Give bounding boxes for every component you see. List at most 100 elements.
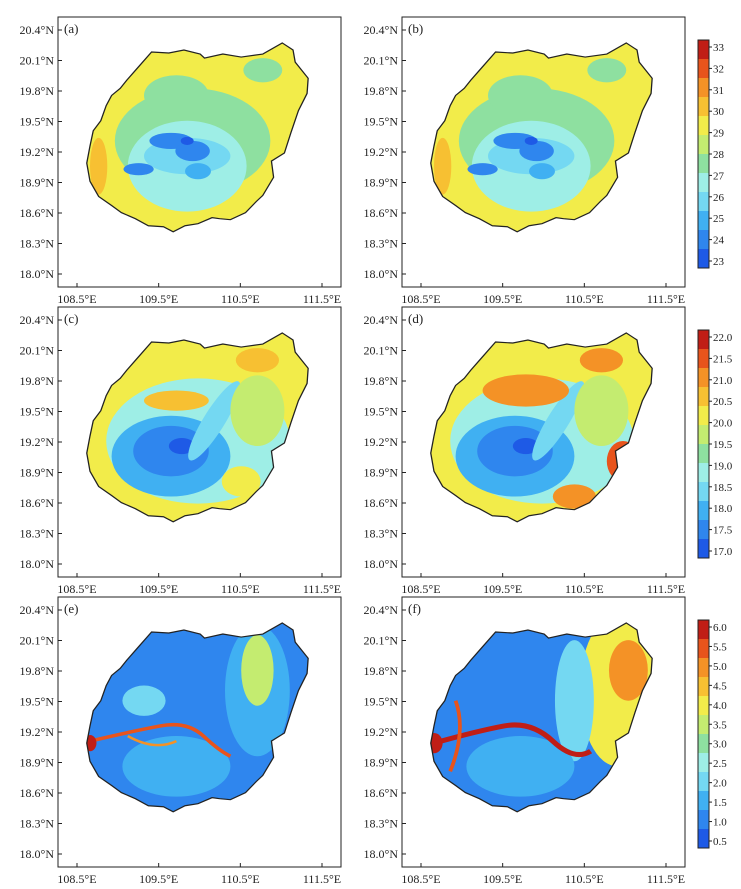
x-tick-label: 111.5°E	[303, 292, 341, 306]
y-tick-label: 18.6°N	[20, 786, 55, 800]
y-tick-label: 20.4°N	[20, 23, 55, 37]
panel-b-label: (b)	[408, 21, 423, 36]
x-tick-label: 110.5°E	[221, 872, 260, 886]
x-tick-label: 110.5°E	[221, 582, 260, 596]
colorbar-swatch	[698, 539, 709, 559]
colorbar-swatch	[698, 444, 709, 464]
colorbar-tick-label: 2.0	[713, 778, 727, 790]
y-tick-label: 19.8°N	[364, 84, 399, 98]
y-tick-label: 19.2°N	[364, 725, 399, 739]
colorbar-swatch	[698, 463, 709, 483]
x-tick-label: 108.5°E	[57, 872, 96, 886]
y-tick-label: 18.3°N	[20, 237, 55, 251]
y-tick-label: 18.6°N	[364, 786, 399, 800]
y-tick-label: 19.5°N	[364, 115, 399, 129]
axes: 108.5°E 109.5°E 110.5°E 111.5°E 20.4°N 20.1°N…	[20, 23, 686, 886]
colorbar-tick-label: 19.5	[713, 439, 733, 451]
colorbar-swatch	[698, 59, 709, 79]
colorbar-swatch	[698, 734, 709, 754]
y-tick-label: 19.2°N	[364, 145, 399, 159]
y-tick-label: 20.1°N	[20, 634, 55, 648]
colorbar-swatch	[698, 330, 709, 350]
y-tick-label: 18.3°N	[20, 527, 55, 541]
x-tick-label: 109.5°E	[139, 582, 178, 596]
y-tick-label: 18.6°N	[20, 206, 55, 220]
x-tick-label: 110.5°E	[221, 292, 260, 306]
y-tick-label: 20.1°N	[364, 54, 399, 68]
colorbar-swatch	[698, 192, 709, 212]
x-tick-label: 108.5°E	[57, 582, 96, 596]
colorbar-swatch	[698, 154, 709, 174]
colorbar-swatch	[698, 810, 709, 830]
panel-a-label: (a)	[64, 21, 78, 36]
colorbar-swatch	[698, 482, 709, 502]
y-tick-label: 18.0°N	[364, 557, 399, 571]
colorbar-swatch	[698, 40, 709, 60]
x-tick-label: 109.5°E	[483, 582, 522, 596]
y-tick-label: 18.3°N	[364, 237, 399, 251]
y-tick-label: 18.0°N	[364, 847, 399, 861]
colorbar-swatch	[698, 249, 709, 269]
y-tick-label: 18.0°N	[20, 267, 55, 281]
colorbar-tick-label: 25	[713, 213, 725, 225]
panel-e: (e)	[58, 597, 341, 868]
colorbar-swatch	[698, 639, 709, 659]
y-tick-label: 19.5°N	[20, 405, 55, 419]
colorbar-swatch	[698, 677, 709, 697]
colorbar-tick-label: 27	[713, 170, 725, 182]
y-tick-label: 19.5°N	[364, 405, 399, 419]
colorbar-tick-label: 20.0	[713, 418, 733, 430]
x-tick-label: 110.5°E	[565, 582, 604, 596]
x-tick-label: 108.5°E	[401, 292, 440, 306]
x-tick-label: 110.5°E	[565, 292, 604, 306]
colorbar-swatch	[698, 368, 709, 388]
y-tick-label: 20.4°N	[364, 23, 399, 37]
colorbar-swatch	[698, 658, 709, 678]
colorbar-tick-label: 1.0	[713, 817, 727, 829]
y-tick-label: 20.4°N	[20, 603, 55, 617]
colorbar-tick-label: 21.0	[713, 375, 733, 387]
colorbar-tick-label: 3.0	[713, 739, 727, 751]
y-tick-label: 20.1°N	[364, 634, 399, 648]
panel-c: (c)	[57, 306, 342, 578]
panel-c-label: (c)	[64, 311, 78, 326]
colorbar-tick-label: 29	[713, 128, 725, 140]
x-tick-label: 111.5°E	[303, 582, 341, 596]
colorbar-frame	[697, 619, 710, 849]
colorbar-swatch	[698, 772, 709, 792]
colorbar-swatch	[698, 135, 709, 155]
colorbar-tick-label: 18.5	[713, 482, 733, 494]
colorbar-tick-label: 30	[713, 106, 725, 118]
colorbar-tick-label: 24	[713, 235, 725, 247]
colorbar-tick-label: 3.5	[713, 719, 727, 731]
y-tick-label: 19.8°N	[20, 664, 55, 678]
colorbar-swatch	[698, 78, 709, 98]
colorbar-tick-label: 23	[713, 256, 725, 268]
y-tick-label: 19.5°N	[364, 695, 399, 709]
x-tick-label: 108.5°E	[401, 872, 440, 886]
colorbar-tick-label: 17.5	[713, 525, 733, 537]
x-tick-label: 111.5°E	[647, 872, 685, 886]
y-tick-label: 20.4°N	[20, 313, 55, 327]
colorbar-tick-label: 4.0	[713, 700, 727, 712]
colorbar-tick-label: 19.0	[713, 460, 733, 472]
y-tick-label: 19.5°N	[20, 115, 55, 129]
colorbar-swatch	[698, 349, 709, 369]
colorbar-tick-label: 5.0	[713, 661, 727, 673]
y-tick-label: 18.3°N	[364, 817, 399, 831]
colorbar-tick-label: 33	[713, 42, 725, 54]
y-tick-label: 19.2°N	[364, 435, 399, 449]
colorbar-swatch	[698, 696, 709, 716]
y-tick-label: 19.2°N	[20, 725, 55, 739]
colorbar-swatch	[698, 387, 709, 407]
colorbar-tick-label: 4.5	[713, 680, 727, 692]
x-tick-label: 111.5°E	[303, 872, 341, 886]
y-tick-label: 19.5°N	[20, 695, 55, 709]
colorbar-tick-label: 2.5	[713, 758, 727, 770]
y-tick-label: 19.2°N	[20, 435, 55, 449]
y-tick-label: 18.6°N	[20, 496, 55, 510]
colorbar-tick-label: 32	[713, 63, 724, 75]
y-tick-label: 18.9°N	[20, 176, 55, 190]
y-tick-label: 18.9°N	[364, 466, 399, 480]
y-tick-label: 18.0°N	[20, 847, 55, 861]
